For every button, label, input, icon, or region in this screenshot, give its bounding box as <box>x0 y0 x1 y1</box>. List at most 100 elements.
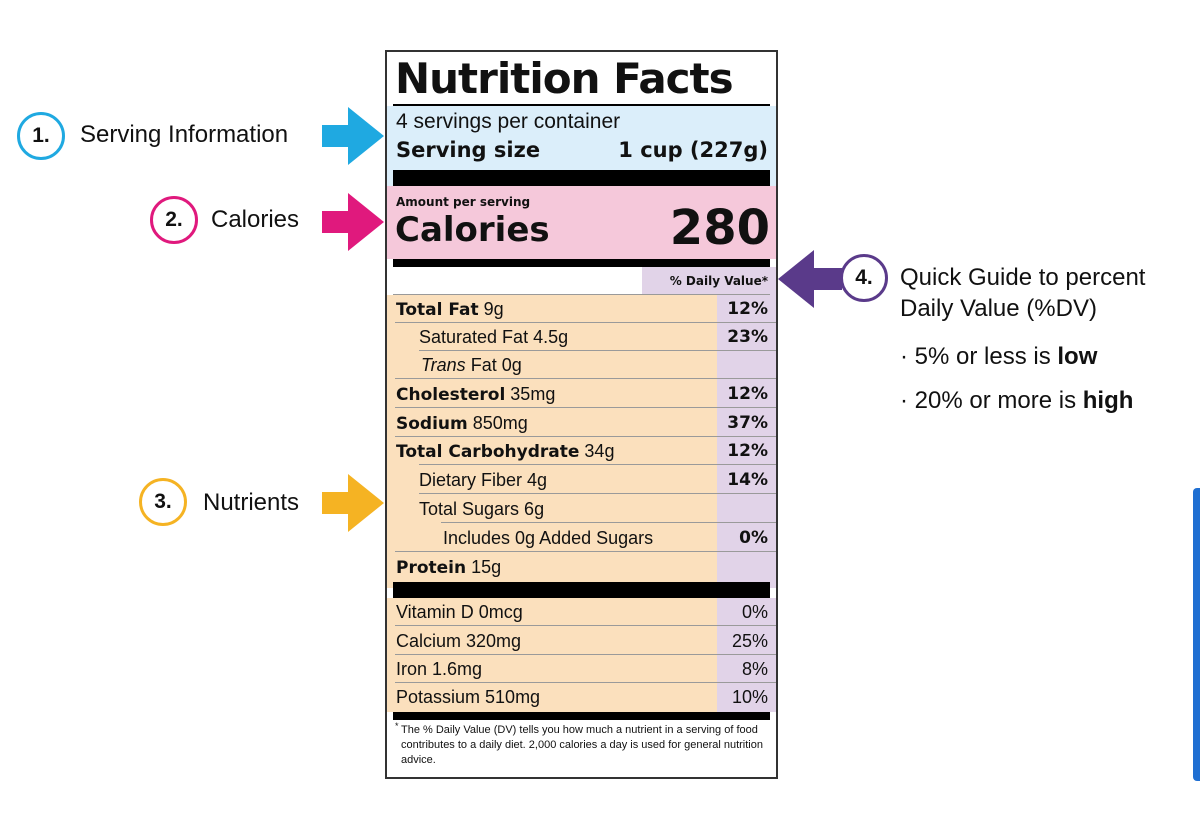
serving-size-value: 1 cup (227g) <box>618 138 768 162</box>
vitamin-name: Vitamin D 0mcg <box>396 602 523 622</box>
dv-arrow-icon <box>778 250 842 308</box>
label-title: Nutrition Facts <box>395 54 734 103</box>
nutrient-row-protein: Protein 15g <box>387 553 776 581</box>
nutrient-name: Protein 15g <box>396 557 501 578</box>
vitamin-dv: 0% <box>741 602 768 622</box>
nutrient-row-sodium: Sodium 850mg 37% <box>387 409 776 437</box>
nutrient-name: Trans Fat 0g <box>421 355 522 376</box>
nutrients-arrow-icon <box>322 474 384 532</box>
nutrient-label: Sodium <box>396 414 468 434</box>
dv-guide-badge: 4. <box>840 254 888 302</box>
title-rule <box>393 104 770 106</box>
footnote-mark: * <box>395 721 399 731</box>
dv-guide-bullet-low: · 5% or less is low <box>900 343 1098 370</box>
serving-arrow-icon <box>322 107 384 165</box>
calories-thick-rule <box>393 259 770 267</box>
row-divider <box>395 436 776 437</box>
calories-value: 280 <box>669 200 770 256</box>
vitamin-row-potassium: Potassium 510mg 10% <box>387 683 776 711</box>
row-divider <box>395 407 776 408</box>
nutrient-name: Saturated Fat 4.5g <box>419 327 569 347</box>
nutrient-dv: 23% <box>727 327 768 347</box>
nutrient-label: Total Fat <box>396 300 479 320</box>
dv-header-rule <box>393 294 770 295</box>
vitamin-dv: 8% <box>741 659 768 679</box>
nutrient-row-cholesterol: Cholesterol 35mg 12% <box>387 380 776 408</box>
row-divider <box>419 493 776 494</box>
row-divider <box>395 682 776 683</box>
dv-header-highlight <box>642 267 776 295</box>
nutrient-amount: Fat 0g <box>470 355 522 375</box>
nutrient-name: Total Fat 9g <box>396 299 504 320</box>
protein-thick-rule <box>393 582 770 598</box>
vitamin-row-vitamin-d: Vitamin D 0mcg 0% <box>387 598 776 626</box>
nutrient-label: Protein <box>396 558 467 578</box>
vitamin-row-calcium: Calcium 320mg 25% <box>387 627 776 655</box>
nutrient-amount: 35mg <box>510 384 556 404</box>
row-divider <box>395 654 776 655</box>
nutrient-dv: 0% <box>739 528 768 548</box>
dv-header: % Daily Value* <box>669 274 768 288</box>
nutrient-row-total-fat: Total Fat 9g 12% <box>387 295 776 323</box>
dv-guide-title: Quick Guide to percent <box>900 264 1146 291</box>
vitamins-dv-highlight <box>717 598 776 712</box>
vitamin-row-iron: Iron 1.6mg 8% <box>387 655 776 683</box>
vitamin-name: Iron 1.6mg <box>396 659 483 679</box>
nutrients-badge: 3. <box>139 478 187 526</box>
calories-badge: 2. <box>150 196 198 244</box>
row-divider <box>395 378 776 379</box>
vitamins-highlight <box>387 598 717 712</box>
nutrient-label: Cholesterol <box>396 385 506 405</box>
nutrient-row-dietary-fiber: Dietary Fiber 4g 14% <box>387 466 776 494</box>
nutrient-name: Total Sugars 6g <box>419 499 545 519</box>
serving-info-badge: 1. <box>17 112 65 160</box>
trans-italic: Trans <box>421 355 466 375</box>
nutrient-row-total-sugars: Total Sugars 6g <box>387 495 776 523</box>
bullet-high-strong: high <box>1082 387 1134 414</box>
nutrients-dv-highlight <box>717 295 776 588</box>
calories-label: Calories <box>395 210 550 250</box>
row-divider <box>395 551 776 552</box>
scroll-edge-bar <box>1193 488 1200 781</box>
footnote-thick-rule <box>393 712 770 720</box>
nutrient-amount: 850mg <box>472 413 528 433</box>
row-divider <box>419 464 776 465</box>
nutrient-dv: 12% <box>727 299 768 319</box>
serving-thick-rule <box>393 170 770 186</box>
bullet-low-strong: low <box>1057 343 1098 370</box>
nutrient-row-trans-fat: Trans Fat 0g <box>387 351 776 379</box>
bullet-high-text: 20% or more is <box>914 387 1083 414</box>
nutrient-name: Includes 0g Added Sugars <box>443 528 654 548</box>
amount-per-serving: Amount per serving <box>396 195 531 209</box>
nutrients-highlight <box>387 295 717 588</box>
calories-callout: Calories <box>211 206 300 233</box>
nutrient-row-saturated-fat: Saturated Fat 4.5g 23% <box>387 323 776 351</box>
dv-guide-subtitle: Daily Value (%DV) <box>900 295 1097 322</box>
nutrient-row-added-sugars: Includes 0g Added Sugars 0% <box>387 524 776 552</box>
nutrient-amount: 34g <box>584 441 615 461</box>
nutrient-amount: 15g <box>471 557 502 577</box>
nutrient-dv: 12% <box>727 384 768 404</box>
nutrients-callout: Nutrients <box>203 489 300 516</box>
bullet-low-text: 5% or less is <box>914 343 1058 370</box>
serving-size-label: Serving size <box>396 138 541 162</box>
row-divider <box>395 322 776 323</box>
vitamin-dv: 25% <box>731 631 768 651</box>
vitamin-name: Potassium 510mg <box>396 687 541 707</box>
nutrient-amount: 9g <box>483 299 504 319</box>
vitamin-name: Calcium 320mg <box>396 631 522 651</box>
row-divider <box>395 625 776 626</box>
nutrient-dv: 14% <box>727 470 768 490</box>
nutrient-row-total-carbohydrate: Total Carbohydrate 34g 12% <box>387 437 776 465</box>
nutrient-name: Dietary Fiber 4g <box>419 470 548 490</box>
serving-info-callout: Serving Information <box>80 121 289 148</box>
nutrient-name: Sodium 850mg <box>396 413 528 434</box>
nutrient-name: Cholesterol 35mg <box>396 384 555 405</box>
row-divider <box>441 522 776 523</box>
dv-guide-bullet-high: · 20% or more is high <box>900 387 1134 414</box>
footnote: The % Daily Value (DV) tells you how muc… <box>401 724 763 766</box>
calories-highlight <box>387 186 776 259</box>
nutrient-name: Total Carbohydrate 34g <box>396 441 614 462</box>
row-divider <box>419 350 776 351</box>
nutrition-facts-label: Nutrition Facts 4 servings per container… <box>385 50 778 779</box>
